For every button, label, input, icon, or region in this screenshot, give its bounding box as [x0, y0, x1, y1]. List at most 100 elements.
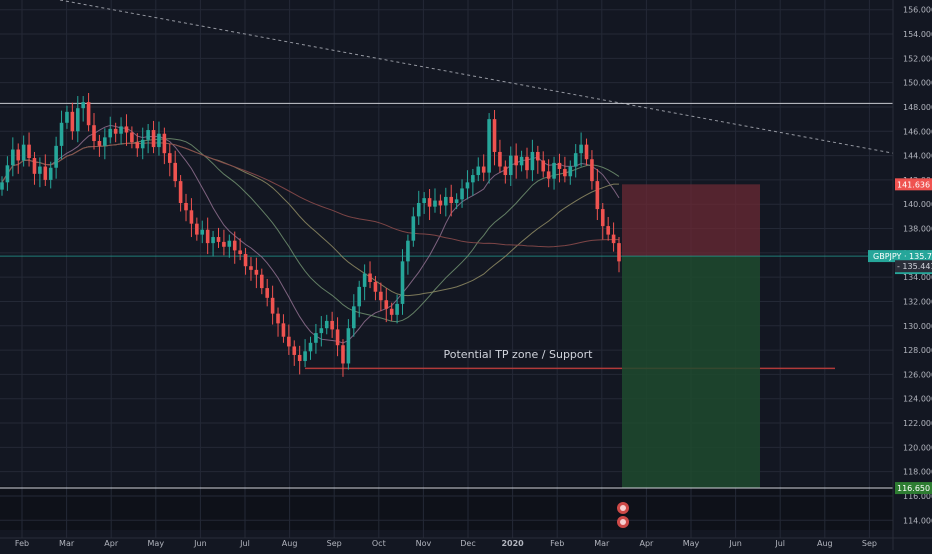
price-tick-label: 150.000 [903, 79, 932, 88]
candle-body [146, 130, 150, 140]
candle-body [48, 167, 53, 180]
candle-body [249, 266, 253, 270]
candle-body [227, 240, 232, 247]
candle-body [0, 182, 4, 190]
candle-body [395, 303, 399, 315]
candle-body [97, 141, 102, 146]
candle-body [379, 291, 383, 301]
candle-body [465, 182, 470, 189]
candle-body [162, 133, 167, 154]
price-tick-label: 114.000 [903, 516, 932, 525]
candle-body [157, 133, 161, 148]
candle-body [552, 162, 556, 179]
take-profit-zone [622, 256, 760, 489]
candle-body [81, 102, 85, 109]
candle-body [65, 111, 69, 123]
candle-body [216, 237, 221, 242]
candle-body [308, 342, 313, 352]
candle-body [135, 142, 140, 149]
candle-body [205, 229, 210, 244]
candle-body [270, 297, 275, 314]
candle-body [21, 144, 26, 161]
time-tick-label: Feb [15, 539, 29, 548]
candle-body [400, 261, 405, 304]
time-tick-label: Jul [239, 539, 250, 548]
candle-body [384, 300, 389, 309]
candle-body [54, 145, 58, 168]
candle-body [422, 198, 426, 204]
time-axis: Feb Mar Apr May Jun Jul Aug Sep Oct Nov Dec 2020 Feb… [15, 539, 877, 548]
time-tick-label: Nov [416, 539, 432, 548]
price-tick-label: 116.000 [903, 492, 932, 501]
event-marker-icon-core [620, 519, 626, 525]
candle-body [103, 137, 107, 146]
symbol-tag-bg [868, 250, 932, 263]
price-tick-label: 144.000 [903, 152, 932, 161]
candle-body [492, 119, 497, 152]
candle-body [276, 313, 280, 324]
candle-body [600, 209, 605, 227]
candle-body [319, 328, 324, 334]
candle-body [211, 237, 215, 244]
time-tick-label: Aug [817, 539, 833, 548]
time-tick-label: May [148, 539, 165, 548]
candle-body [140, 139, 145, 149]
candles [0, 92, 621, 377]
candle-body [243, 254, 248, 267]
price-tick-label: 126.000 [903, 370, 932, 379]
price-tick-label: 146.000 [903, 127, 932, 136]
price-tick-label: 128.000 [903, 346, 932, 355]
candle-body [86, 102, 91, 126]
candle-body [43, 166, 48, 180]
candle-body [254, 269, 259, 275]
price-tick-label: 138.000 [903, 225, 932, 234]
candle-body [389, 308, 394, 315]
price-tick-label: 152.000 [903, 54, 932, 63]
candle-body [314, 333, 318, 343]
price-tick-label: 132.000 [903, 297, 932, 306]
candle-body [346, 328, 351, 364]
candle-body [525, 156, 529, 171]
candle-body [167, 153, 172, 163]
candle-body [292, 346, 297, 355]
candle-body [32, 158, 37, 174]
candle-body [178, 181, 183, 204]
candle-body [519, 156, 524, 166]
price-tick-label: 130.000 [903, 322, 932, 331]
candle-body [59, 122, 64, 146]
candle-body [471, 175, 475, 183]
candle-body [130, 132, 134, 143]
candle-body [449, 196, 454, 204]
candle-body [232, 240, 237, 251]
time-tick-label: Jul [774, 539, 785, 548]
candle-body [563, 168, 567, 177]
candle-body [335, 329, 340, 346]
candle-body [330, 320, 334, 330]
price-tick-label: 140.000 [903, 200, 932, 209]
candle-body [265, 288, 270, 298]
time-tick-label: Aug [282, 539, 298, 548]
candle-body [195, 223, 199, 235]
candle-body [579, 144, 583, 154]
candle-body [200, 229, 205, 235]
event-marker-icon-core [620, 505, 626, 511]
candle-body [184, 203, 188, 211]
candle-body [259, 274, 264, 289]
candle-body [108, 128, 113, 138]
candle-body [113, 128, 118, 134]
candle-body [238, 250, 242, 255]
time-tick-label: Dec [460, 539, 475, 548]
candle-body [568, 166, 573, 177]
time-tick-label: Jun [193, 539, 207, 548]
candle-body [11, 149, 15, 166]
candle-body [514, 155, 518, 166]
marker-tag-bg [895, 260, 932, 273]
candle-body [595, 181, 600, 210]
candle-body [557, 162, 562, 169]
candle-body [27, 144, 31, 159]
candle-body [476, 166, 481, 176]
